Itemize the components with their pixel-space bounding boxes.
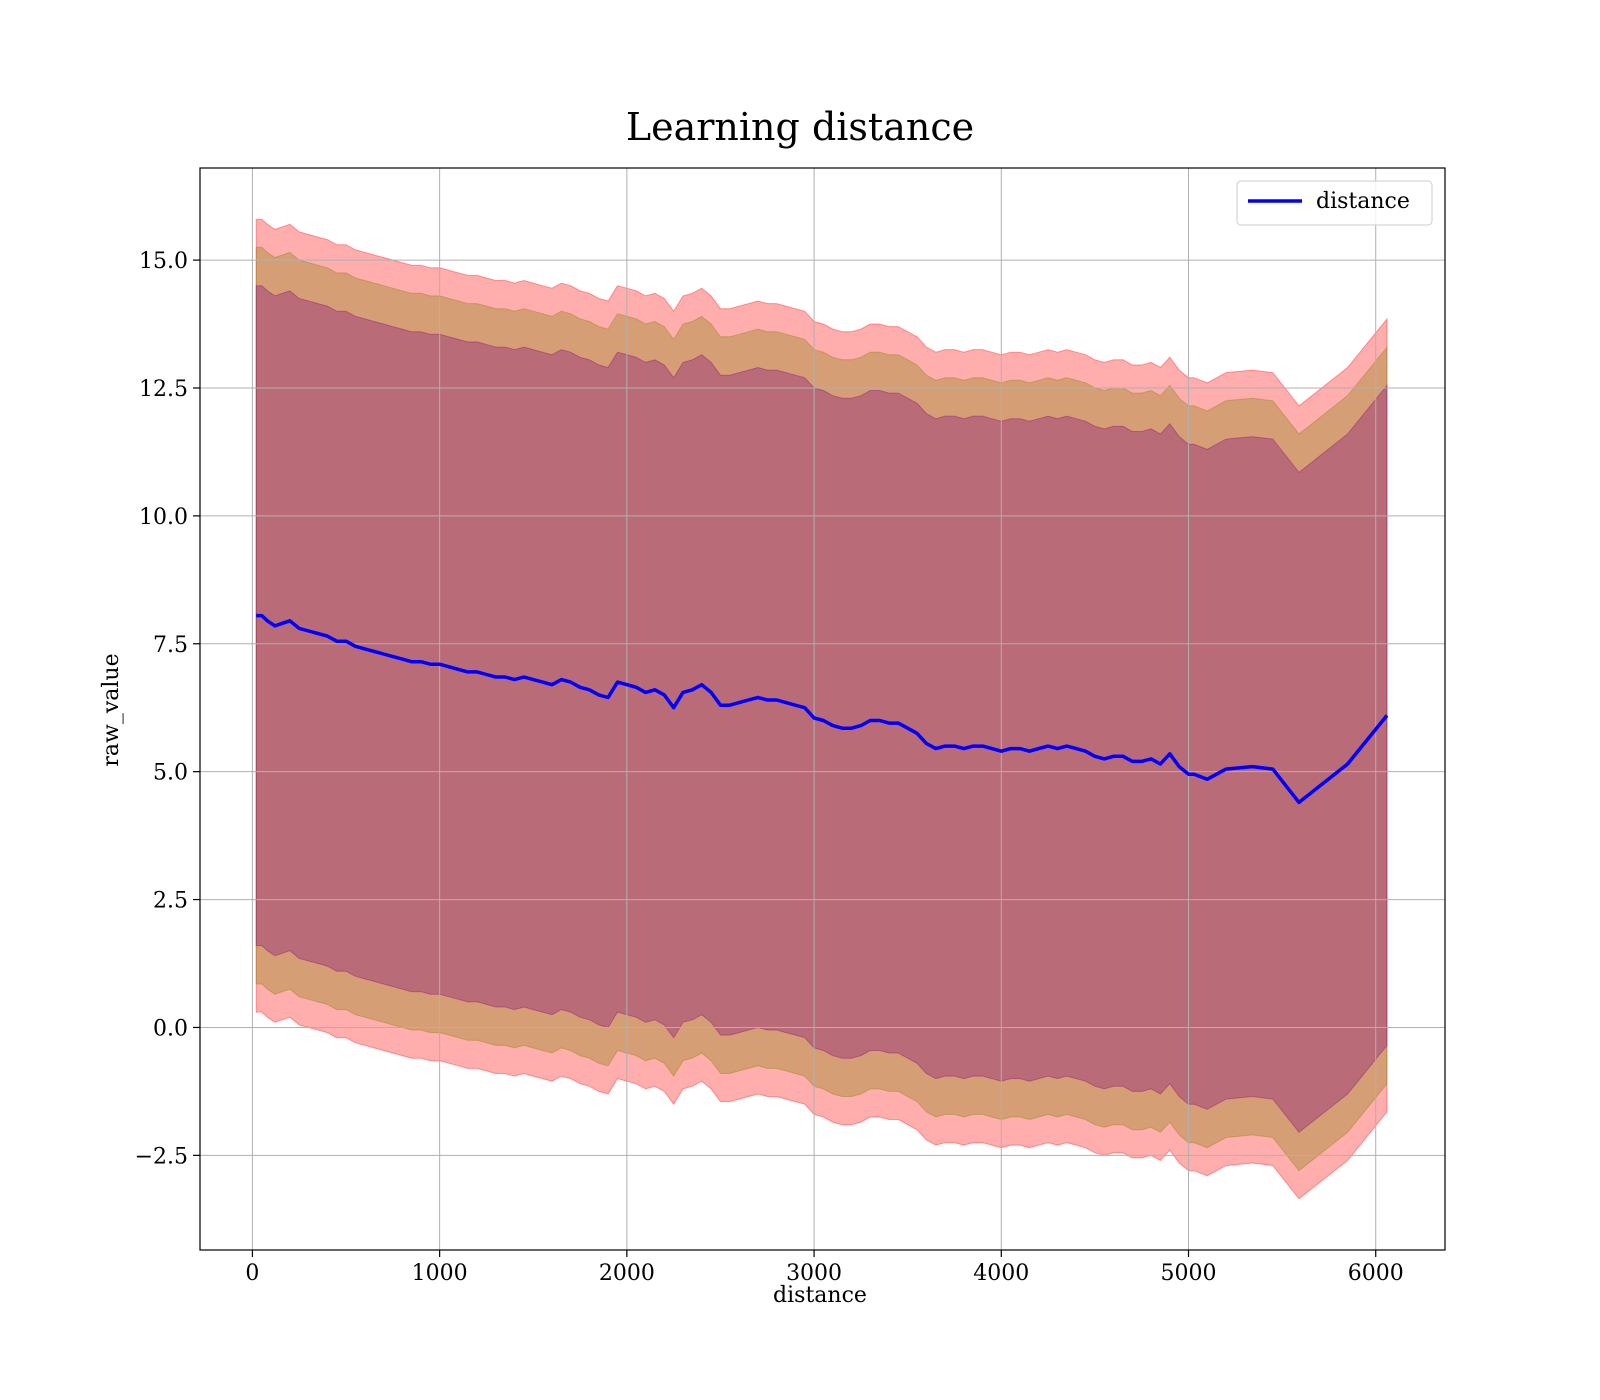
x-tick-label: 0: [245, 1261, 259, 1286]
legend-box: [1236, 180, 1433, 226]
plot-frame: [199, 167, 1446, 1251]
confidence-bands: [255, 218, 1388, 1200]
series-lines: [256, 613, 1389, 805]
y-tick-label: 7.5: [153, 633, 188, 658]
x-tick-label: 6000: [1348, 1261, 1404, 1286]
confidence-band-1: [255, 246, 1388, 1172]
y-axis-label: raw_value: [99, 653, 124, 766]
y-tick-label: 0.0: [153, 1016, 188, 1041]
confidence-band-2: [255, 285, 1388, 1134]
x-tick-label: 2000: [599, 1261, 655, 1286]
grid: [200, 168, 1445, 1250]
series-line-distance: [256, 613, 1389, 805]
y-tick-label: 10.0: [139, 505, 188, 530]
x-tick-label: 3000: [786, 1261, 842, 1286]
legend-label: distance: [1316, 189, 1410, 214]
legend: distance: [1236, 180, 1433, 226]
chart-title: Learning distance: [626, 105, 974, 149]
x-tick-label: 4000: [973, 1261, 1029, 1286]
x-axis-label: distance: [773, 1283, 867, 1308]
x-tick-label: 5000: [1161, 1261, 1217, 1286]
y-axis-ticks: −2.5 0.0 2.5 5.0 7.5 10.0 12.5 15.0: [135, 249, 200, 1169]
y-tick-label: −2.5: [135, 1144, 188, 1169]
confidence-band-0: [255, 218, 1388, 1200]
y-tick-label: 12.5: [139, 377, 188, 402]
y-tick-label: 2.5: [153, 889, 188, 914]
y-tick-label: 15.0: [139, 249, 188, 274]
y-tick-label: 5.0: [153, 761, 188, 786]
x-tick-label: 1000: [412, 1261, 468, 1286]
x-axis-ticks: 0 1000 2000 3000 4000 5000 6000: [245, 1250, 1404, 1286]
